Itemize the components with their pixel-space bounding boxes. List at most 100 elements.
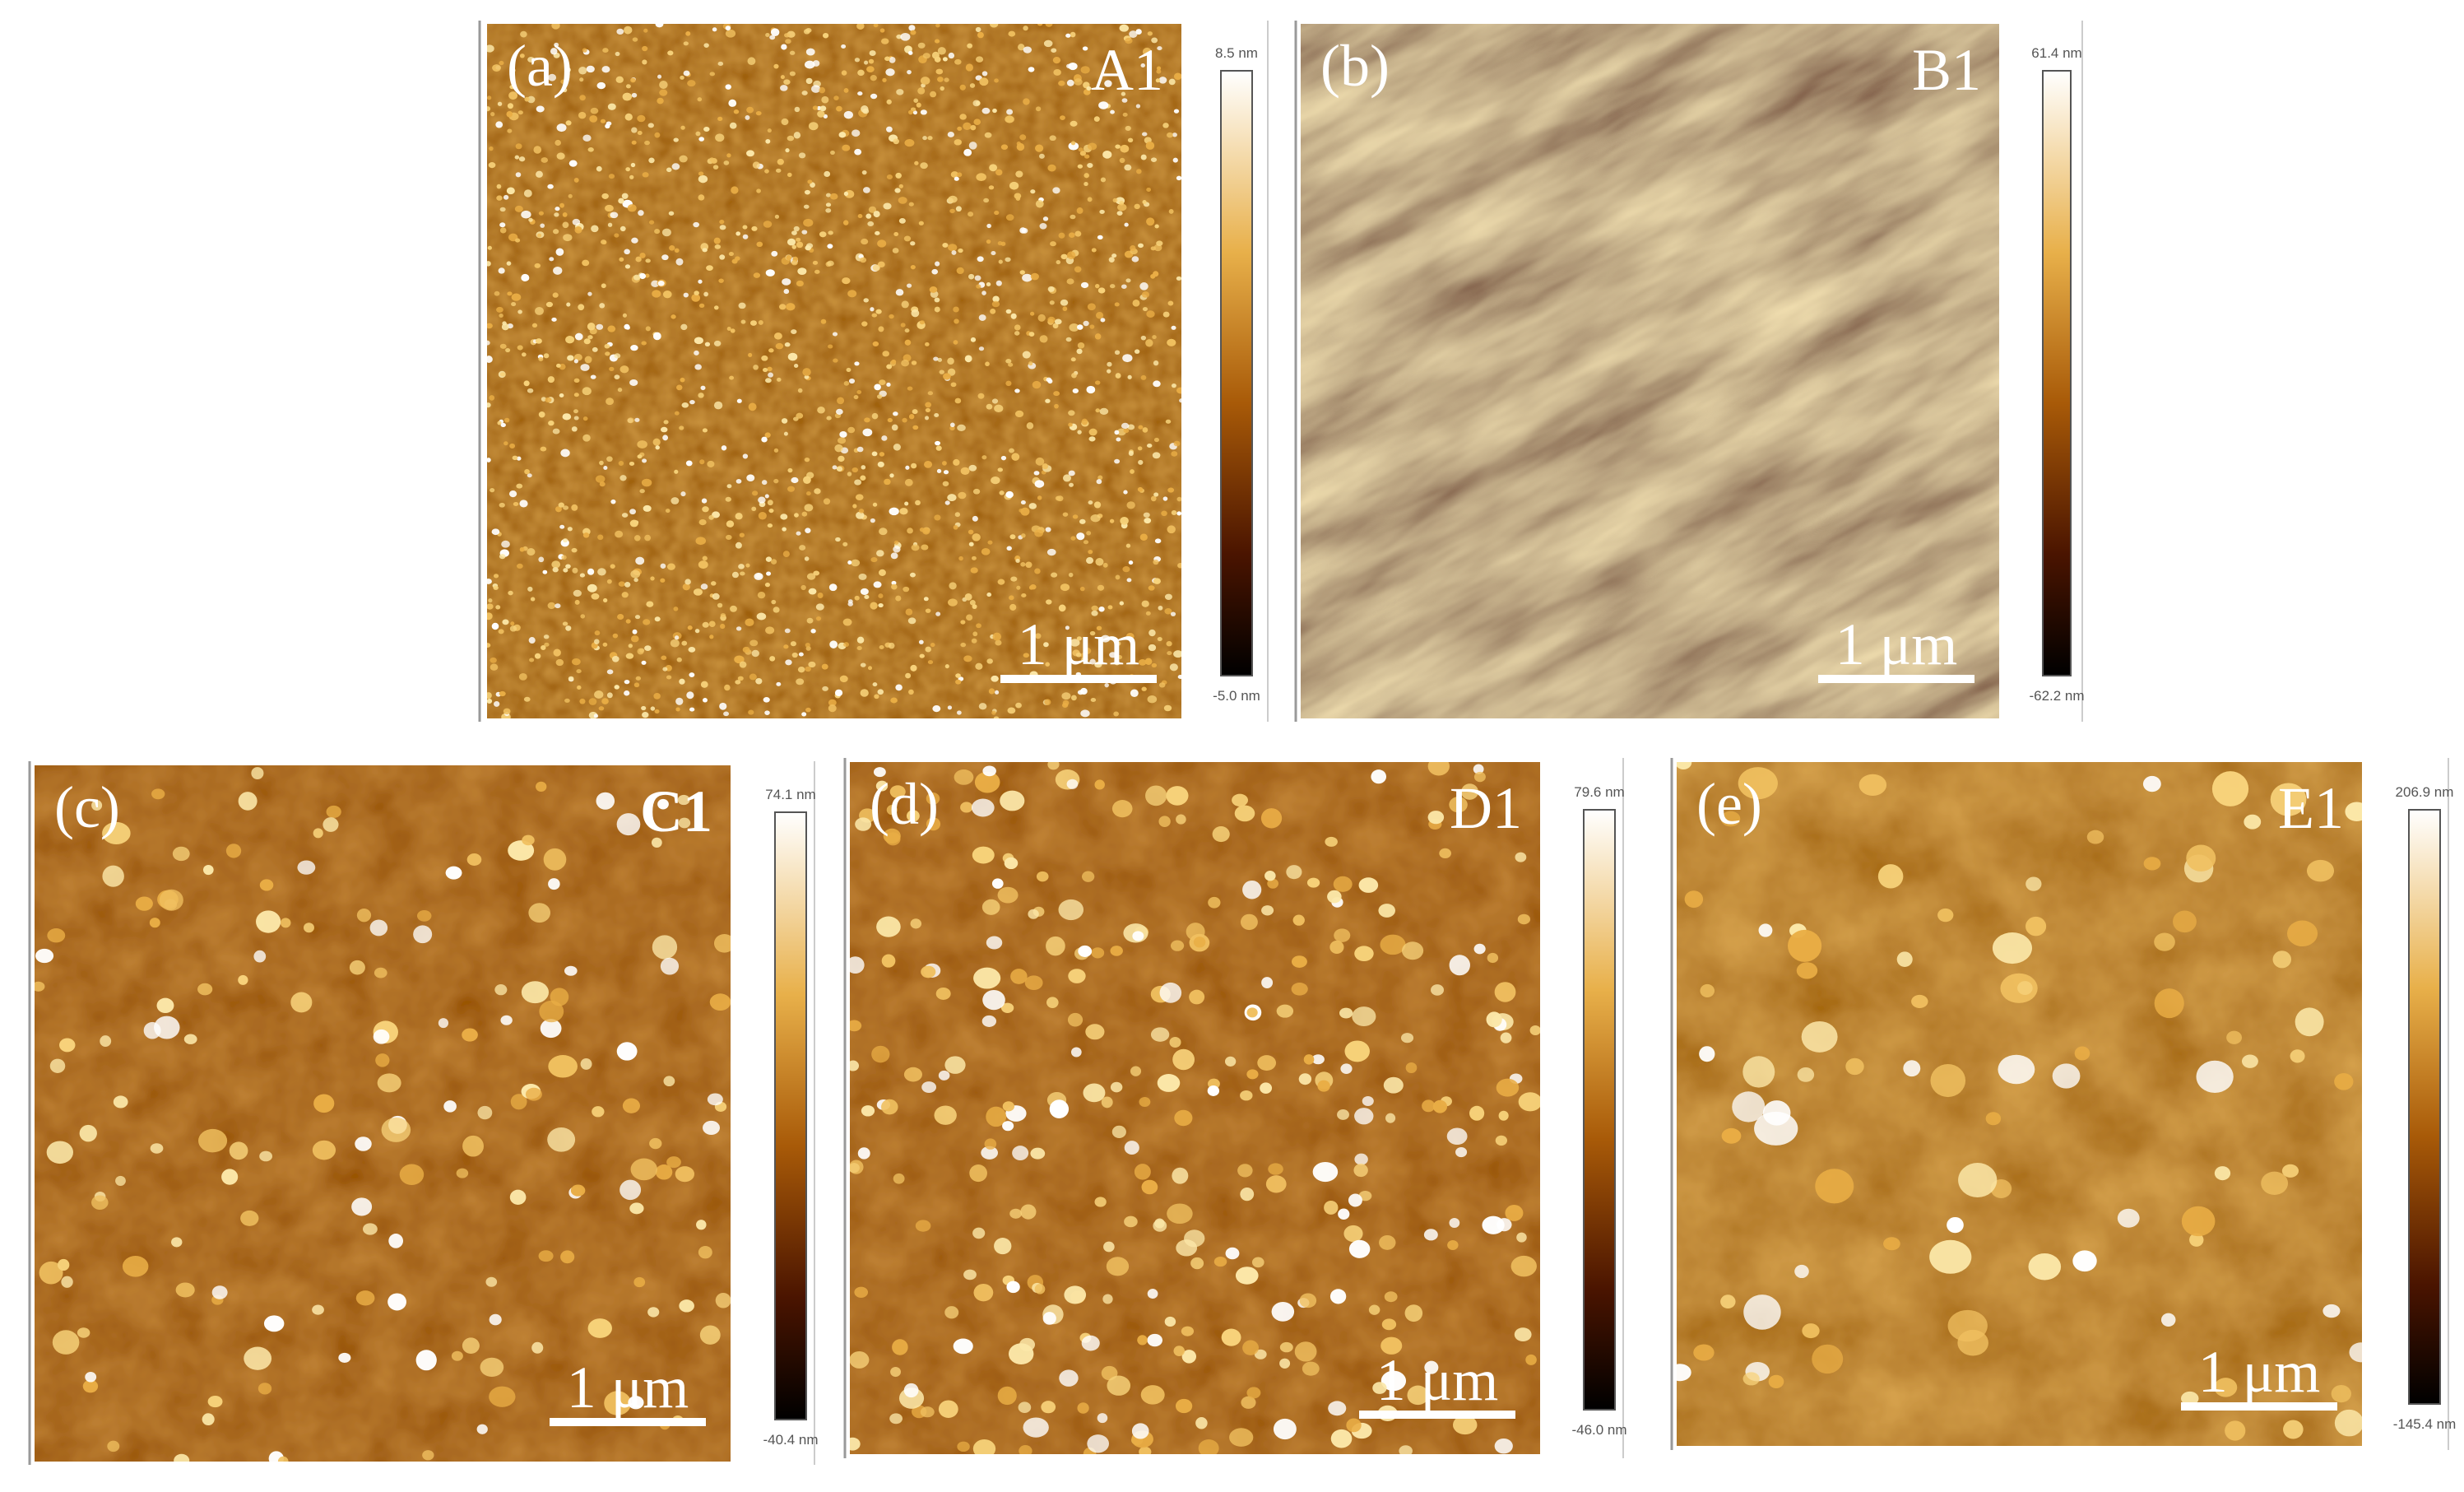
particle: [1062, 474, 1072, 482]
particle: [783, 644, 789, 649]
particle: [487, 402, 491, 408]
particle: [657, 798, 669, 810]
particle: [635, 556, 645, 565]
particle: [1032, 380, 1042, 389]
particle: [1010, 576, 1018, 582]
particle: [1207, 1085, 1220, 1096]
particle: [583, 338, 591, 345]
particle: [1333, 876, 1353, 892]
particle: [1094, 333, 1102, 340]
particle: [1145, 785, 1167, 806]
particle: [673, 137, 679, 142]
particle: [202, 1413, 215, 1426]
particle: [487, 340, 490, 346]
particle: [1006, 109, 1014, 115]
particle: [1124, 1215, 1138, 1228]
particle: [666, 1156, 681, 1169]
particle: [499, 554, 506, 560]
particle: [630, 345, 638, 351]
particle: [280, 918, 291, 928]
particle: [1088, 549, 1093, 555]
particle: [842, 277, 851, 285]
particle: [689, 707, 695, 712]
particle: [495, 121, 503, 128]
particle: [879, 644, 884, 650]
particle: [854, 595, 860, 601]
particle: [1279, 1358, 1291, 1369]
particle: [691, 294, 701, 302]
particle: [548, 1055, 578, 1078]
particle: [891, 359, 897, 365]
particle: [150, 1143, 164, 1154]
particle: [976, 173, 986, 182]
particle: [1126, 501, 1135, 509]
particle: [1060, 115, 1065, 120]
particle: [1400, 1033, 1414, 1043]
particle: [797, 388, 803, 393]
particle: [518, 672, 527, 681]
particle: [571, 426, 578, 432]
particle: [1328, 1401, 1347, 1416]
particle: [527, 548, 536, 556]
particle: [1019, 270, 1025, 275]
particle: [1132, 931, 1144, 941]
particle: [519, 53, 525, 58]
particle: [631, 237, 638, 244]
particle: [1060, 253, 1068, 260]
particle: [1077, 342, 1085, 349]
particle: [1157, 1073, 1181, 1092]
particle: [911, 462, 917, 469]
particle: [683, 70, 690, 77]
particle: [723, 711, 730, 717]
particle: [622, 1098, 640, 1113]
particle: [1242, 1340, 1260, 1355]
particle: [606, 121, 612, 126]
particle: [674, 635, 680, 640]
particle: [164, 899, 178, 911]
particle: [893, 231, 899, 237]
particle: [944, 500, 950, 505]
particle: [825, 207, 832, 213]
particle: [1732, 1091, 1766, 1122]
particle: [540, 446, 547, 452]
particle: [510, 67, 516, 73]
particle: [1043, 642, 1049, 648]
particle: [1432, 1099, 1447, 1113]
particle: [1086, 86, 1092, 91]
particle: [573, 589, 582, 597]
particle: [1796, 962, 1818, 979]
particle: [1088, 428, 1097, 436]
particle: [1311, 1054, 1325, 1065]
particle: [579, 698, 586, 704]
particle: [766, 571, 772, 576]
particle: [1107, 361, 1112, 367]
particle: [1084, 154, 1090, 159]
colorbar-min: -40.4 nm: [763, 1432, 818, 1448]
particle: [763, 697, 770, 703]
particle: [865, 213, 872, 219]
particle: [1140, 374, 1147, 380]
particle: [802, 368, 811, 377]
particle: [338, 1352, 351, 1363]
particle: [1424, 1360, 1439, 1374]
particle: [594, 690, 604, 699]
particle: [704, 342, 711, 347]
particle: [1362, 1096, 1374, 1107]
particle: [1046, 936, 1065, 956]
particle: [986, 936, 1003, 950]
particle: [1086, 385, 1096, 394]
particle: [956, 267, 964, 275]
particle: [1021, 593, 1027, 598]
particle: [850, 1020, 862, 1032]
particle: [1009, 181, 1019, 190]
particle: [1141, 291, 1150, 298]
particle: [1126, 578, 1132, 583]
particle: [711, 158, 717, 164]
particle: [768, 508, 774, 514]
particle: [527, 388, 534, 393]
particle: [485, 1276, 498, 1287]
particle: [492, 64, 502, 72]
particle: [994, 404, 1004, 413]
particle: [837, 397, 845, 405]
particle: [1461, 783, 1478, 800]
